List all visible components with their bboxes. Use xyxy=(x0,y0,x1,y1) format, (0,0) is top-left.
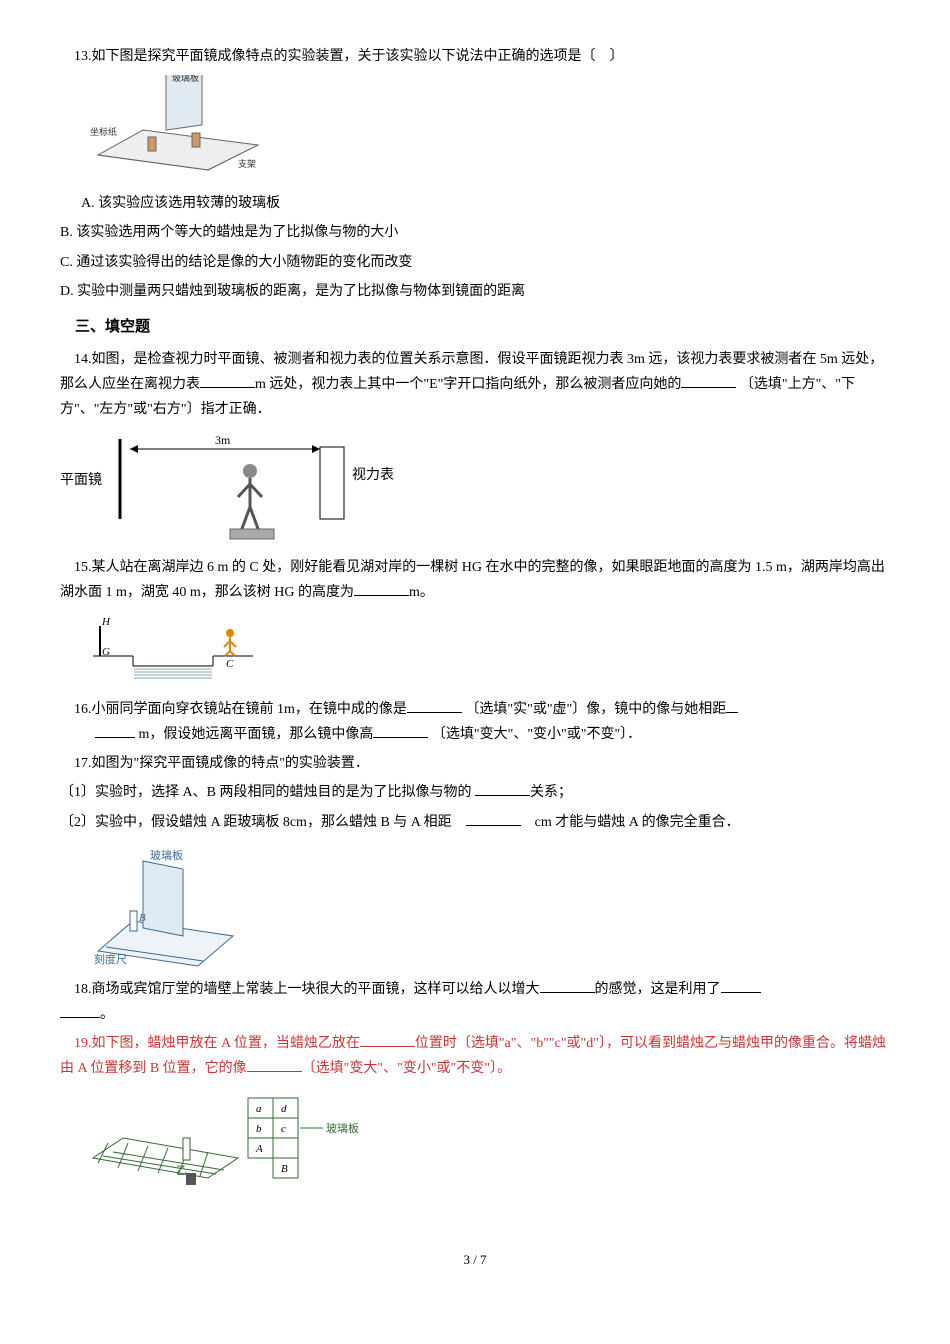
q14-blank2[interactable] xyxy=(681,373,736,388)
q19-glass-label: 玻璃板 xyxy=(326,1121,359,1135)
q15-blank[interactable] xyxy=(354,581,409,596)
q14-text: 14.如图，是检查视力时平面镜、被测者和视力表的位置关系示意图．假设平面镜距视力… xyxy=(60,347,890,423)
q15-part1: 15.某人站在离湖岸边 6 m 的 C 处，刚好能看见湖对岸的一棵树 HG 在水… xyxy=(60,560,885,600)
q14-chart-label: 视力表 xyxy=(352,467,394,483)
q14-unit1: m 远处，视力表上其中一个"E"字开口指向纸外，那么被测者应向她的 xyxy=(255,377,681,392)
q19-yi: 乙 xyxy=(176,1164,187,1177)
q19-part1: 19.如下图，蜡烛甲放在 A 位置，当蜡烛乙放在 xyxy=(74,1036,360,1051)
q17-stem: 17.如图为"探究平面镜成像的特点"的实验装置． xyxy=(60,751,890,776)
q17-B: B xyxy=(139,912,146,924)
q13-figure: 玻璃板 坐标纸 支架 xyxy=(88,75,890,185)
q19-figure: 乙 a d b c A B 玻璃板 xyxy=(88,1088,890,1188)
q13-opt-b: B. 该实验选用两个等大的蜡烛是为了比拟像与物的大小 xyxy=(60,220,890,245)
q17-line2: 〔2〕实验中，假设蜡烛 A 距玻璃板 8cm，那么蜡烛 B 与 A 相距 cm … xyxy=(60,810,890,835)
q17-blank2[interactable] xyxy=(466,811,521,826)
q18-blank2[interactable] xyxy=(721,978,761,993)
q14-blank1[interactable] xyxy=(200,373,255,388)
q18-part1: 18.商场或宾馆厅堂的墙壁上常装上一块很大的平面镜，这样可以给人以增大 xyxy=(74,982,540,997)
q16-blank1[interactable] xyxy=(407,698,462,713)
q15-figure: H G C xyxy=(88,611,890,691)
q19-c: c xyxy=(281,1123,286,1135)
q13-stem: 13.如下图是探究平面镜成像特点的实验装置，关于该实验以下说法中正确的选项是〔 … xyxy=(60,44,890,69)
q19-text: 19.如下图，蜡烛甲放在 A 位置，当蜡烛乙放在位置时〔选填"a"、"b""c"… xyxy=(60,1031,890,1081)
q19-a: a xyxy=(256,1103,262,1115)
q19-part3: 〔选填"变大"、"变小"或"不变"〕。 xyxy=(302,1061,511,1076)
q19-blank2[interactable] xyxy=(247,1057,302,1072)
q17-glass-label: 玻璃板 xyxy=(150,848,183,862)
q18-blank1[interactable] xyxy=(540,978,595,993)
q16-blank3[interactable] xyxy=(373,723,428,738)
q15-unit: m。 xyxy=(409,585,434,600)
q15-H: H xyxy=(101,616,111,628)
q15-text: 15.某人站在离湖岸边 6 m 的 C 处，刚好能看见湖对岸的一棵树 HG 在水… xyxy=(60,555,890,605)
q13-label-base: 支架 xyxy=(238,158,256,169)
q14-figure: 3m 平面镜 视力表 xyxy=(60,429,890,549)
q17-line1a: 〔1〕实验时，选择 A、B 两段相同的蜡烛目的是为了比拟像与物的 xyxy=(60,785,475,800)
q13-opt-c: C. 通过该实验得出的结论是像的大小随物距的变化而改变 xyxy=(60,250,890,275)
q16-part3: m，假设她远离平面镜，那么镜中像高 xyxy=(139,727,374,742)
q17-ruler-label: 刻度尺 xyxy=(94,952,127,966)
q18-blank2b[interactable] xyxy=(60,1003,100,1018)
q19-d: d xyxy=(281,1103,287,1115)
q16-part1: 16.小丽同学面向穿衣镜站在镜前 1m，在镜中成的像是 xyxy=(74,702,407,717)
q16-text: 16.小丽同学面向穿衣镜站在镜前 1m，在镜中成的像是 〔选填"实"或"虚"〕像… xyxy=(60,697,890,747)
q15-C: C xyxy=(226,658,234,670)
page-footer: 3 / 7 xyxy=(60,1248,890,1271)
q14-dist-label: 3m xyxy=(215,433,231,447)
section-3-heading: 三、填空题 xyxy=(75,314,890,341)
q18-part2: 的感觉，这是利用了 xyxy=(595,982,721,997)
q13-label-holder: 坐标纸 xyxy=(90,126,117,137)
q15-G: G xyxy=(102,646,110,658)
q16-part4: 〔选填"变大"、"变小"或"不变"〕． xyxy=(432,727,641,742)
q18-part3: 。 xyxy=(100,1007,114,1022)
q14-mirror-label: 平面镜 xyxy=(60,472,102,488)
q19-b: b xyxy=(256,1123,262,1135)
q19-blank1[interactable] xyxy=(360,1032,415,1047)
q17-line2b: cm 才能与蜡烛 A 的像完全重合． xyxy=(521,815,740,830)
q13-opt-a: A. 该实验应该选用较薄的玻璃板 xyxy=(81,191,890,216)
q17-figure: 玻璃板 B 刻度尺 xyxy=(88,841,890,971)
q16-blank2[interactable] xyxy=(726,698,738,713)
q13-label-glass: 玻璃板 xyxy=(172,75,199,83)
q19-A: A xyxy=(255,1143,263,1155)
q13-opt-d: D. 实验中测量两只蜡烛到玻璃板的距离，是为了比拟像与物体到镜面的距离 xyxy=(60,279,890,304)
q19-B: B xyxy=(281,1163,288,1175)
q16-blank2b[interactable] xyxy=(95,723,135,738)
q17-blank1[interactable] xyxy=(475,781,530,796)
q17-line1b: 关系； xyxy=(530,785,572,800)
q17-line1: 〔1〕实验时，选择 A、B 两段相同的蜡烛目的是为了比拟像与物的 关系； xyxy=(60,780,890,805)
q18-text: 18.商场或宾馆厅堂的墙壁上常装上一块很大的平面镜，这样可以给人以增大 的感觉，这… xyxy=(60,977,890,1027)
q16-part2: 〔选填"实"或"虚"〕像，镜中的像与她相距 xyxy=(465,702,726,717)
q17-line2a: 〔2〕实验中，假设蜡烛 A 距玻璃板 8cm，那么蜡烛 B 与 A 相距 xyxy=(60,815,466,830)
